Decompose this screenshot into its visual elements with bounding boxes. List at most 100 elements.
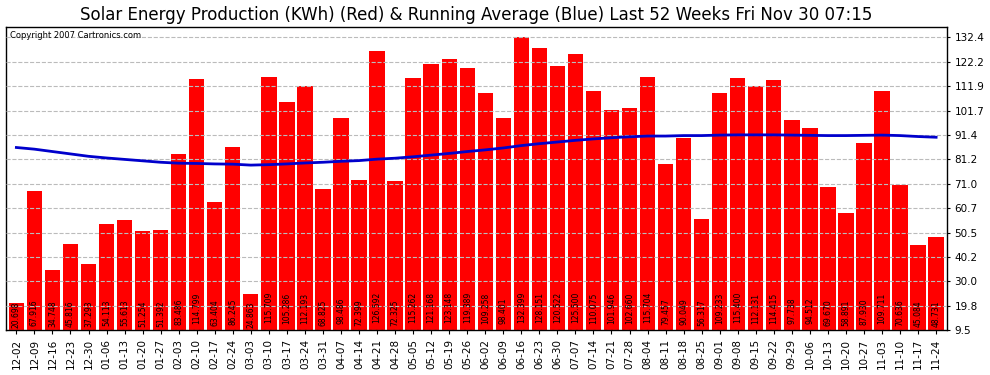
Bar	[189, 80, 204, 353]
Text: 69.670: 69.670	[824, 299, 833, 326]
Text: 109.258: 109.258	[481, 292, 490, 324]
Text: 86.245: 86.245	[229, 298, 238, 325]
Text: 51.392: 51.392	[156, 300, 165, 327]
Text: 109.233: 109.233	[715, 292, 725, 324]
Text: 24.863: 24.863	[247, 301, 255, 328]
Text: 45.084: 45.084	[914, 300, 923, 327]
Bar	[315, 189, 331, 353]
Text: 79.457: 79.457	[661, 298, 670, 325]
Text: 115.704: 115.704	[644, 292, 652, 324]
Text: 37.293: 37.293	[84, 301, 93, 327]
Text: 102.660: 102.660	[625, 293, 634, 324]
Bar	[712, 93, 728, 353]
Bar	[496, 118, 511, 353]
Text: 123.148: 123.148	[445, 292, 453, 323]
Text: Copyright 2007 Cartronics.com: Copyright 2007 Cartronics.com	[10, 31, 142, 40]
Bar	[424, 64, 439, 353]
Bar	[676, 138, 691, 353]
Text: 125.500: 125.500	[571, 292, 580, 323]
Text: 121.168: 121.168	[427, 292, 436, 323]
Bar	[207, 202, 223, 353]
Bar	[568, 54, 583, 353]
Text: 114.799: 114.799	[192, 292, 201, 324]
Text: 98.486: 98.486	[337, 298, 346, 324]
Text: 109.711: 109.711	[877, 292, 886, 324]
Bar	[9, 303, 24, 353]
Bar	[171, 154, 186, 353]
Text: 51.254: 51.254	[139, 300, 148, 327]
Bar	[604, 110, 619, 353]
Bar	[839, 213, 853, 353]
Text: 45.816: 45.816	[66, 300, 75, 327]
Text: 48.731: 48.731	[932, 300, 940, 327]
Text: 132.399: 132.399	[517, 291, 526, 322]
Text: 87.930: 87.930	[859, 298, 868, 325]
Bar	[874, 92, 890, 353]
Bar	[387, 180, 403, 353]
Bar	[99, 224, 114, 353]
Bar	[62, 244, 78, 353]
Text: 112.131: 112.131	[751, 292, 760, 324]
Text: 119.389: 119.389	[462, 292, 471, 323]
Text: 70.636: 70.636	[896, 299, 905, 326]
Bar	[477, 93, 493, 353]
Bar	[622, 108, 638, 353]
Text: 115.400: 115.400	[734, 292, 742, 324]
Bar	[135, 231, 150, 353]
Bar	[514, 38, 529, 353]
Bar	[694, 219, 709, 353]
Text: 101.946: 101.946	[607, 293, 616, 324]
Text: 94.512: 94.512	[806, 298, 815, 324]
Text: 58.891: 58.891	[842, 300, 850, 326]
Bar	[821, 187, 836, 353]
Bar	[297, 86, 313, 353]
Text: 105.286: 105.286	[282, 293, 291, 324]
Text: 56.317: 56.317	[697, 300, 706, 326]
Text: 67.916: 67.916	[30, 299, 39, 326]
Bar	[911, 245, 926, 353]
Bar	[730, 78, 745, 353]
Text: 126.592: 126.592	[372, 292, 381, 323]
Bar	[766, 80, 781, 353]
Text: 34.748: 34.748	[48, 301, 57, 327]
Bar	[261, 77, 276, 353]
Text: 110.075: 110.075	[589, 292, 598, 324]
Bar	[81, 264, 96, 353]
Bar	[856, 143, 871, 353]
Text: 90.049: 90.049	[679, 298, 688, 325]
Bar	[117, 220, 133, 353]
Text: 83.486: 83.486	[174, 298, 183, 325]
Bar	[532, 48, 547, 353]
Text: 115.262: 115.262	[409, 292, 418, 324]
Bar	[640, 77, 655, 353]
Text: 20.698: 20.698	[12, 302, 21, 328]
Text: 97.738: 97.738	[787, 298, 796, 324]
Text: 120.522: 120.522	[552, 292, 562, 323]
Bar	[802, 128, 818, 353]
Bar	[45, 270, 60, 353]
Text: 114.415: 114.415	[769, 292, 778, 324]
Bar	[459, 69, 475, 353]
Text: 115.709: 115.709	[264, 292, 273, 324]
Bar	[153, 230, 168, 353]
Bar	[748, 86, 763, 353]
Bar	[369, 51, 385, 353]
Bar	[351, 180, 366, 353]
Bar	[27, 191, 42, 353]
Bar	[406, 78, 421, 353]
Text: 72.325: 72.325	[391, 299, 400, 326]
Text: 112.193: 112.193	[300, 292, 310, 324]
Text: 63.404: 63.404	[210, 299, 219, 326]
Text: 68.825: 68.825	[319, 299, 328, 326]
Bar	[929, 237, 943, 353]
Bar	[549, 66, 565, 353]
Text: 98.401: 98.401	[499, 298, 508, 324]
Bar	[279, 102, 295, 353]
Text: 55.613: 55.613	[120, 300, 129, 326]
Bar	[658, 164, 673, 353]
Text: 54.113: 54.113	[102, 300, 111, 326]
Bar	[334, 118, 348, 353]
Title: Solar Energy Production (KWh) (Red) & Running Average (Blue) Last 52 Weeks Fri N: Solar Energy Production (KWh) (Red) & Ru…	[80, 6, 872, 24]
Bar	[244, 294, 258, 353]
Bar	[442, 60, 456, 353]
